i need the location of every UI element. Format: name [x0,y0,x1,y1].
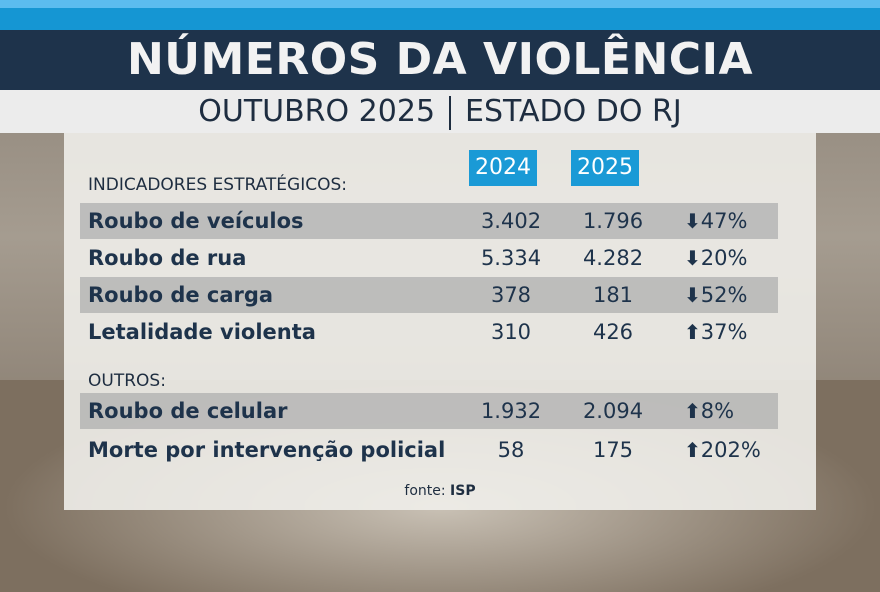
arrow-up-icon: ⬆ [684,438,701,462]
top-stripe [0,0,880,8]
section-label: OUTROS: [88,371,166,391]
change: ⬇47% [684,209,748,233]
section-label: INDICADORES ESTRATÉGICOS: [88,175,347,195]
column-header-2024: 2024 [469,150,537,186]
value-2025: 1.796 [582,209,644,233]
row-label: Roubo de veículos [88,209,304,233]
row-label: Roubo de rua [88,246,247,270]
page-title: NÚMEROS DA VIOLÊNCIA [0,30,880,90]
row-label: Morte por intervenção policial [88,438,446,462]
value-2025: 426 [592,320,634,344]
data-panel: 2024 2025 INDICADORES ESTRATÉGICOS: Roub… [64,133,816,510]
change: ⬆202% [684,438,761,462]
divider [449,95,452,130]
value-2024: 1.932 [480,399,542,423]
arrow-up-icon: ⬆ [684,320,701,344]
row-label: Roubo de celular [88,399,288,423]
arrow-down-icon: ⬇ [684,209,701,233]
arrow-up-icon: ⬆ [684,399,701,423]
value-2025: 181 [592,283,634,307]
table-row: Roubo de celular 1.932 2.094 ⬆8% [80,393,778,429]
value-2025: 4.282 [582,246,644,270]
change: ⬆8% [684,399,735,423]
row-label: Roubo de carga [88,283,274,307]
source-note: fonte: ISP [404,483,476,499]
subtitle: OUTUBRO 2025 ESTADO DO RJ [0,90,880,133]
table-row: Roubo de veículos 3.402 1.796 ⬇47% [80,203,778,239]
table-row: Roubo de carga 378 181 ⬇52% [80,277,778,313]
value-2024: 5.334 [480,246,542,270]
change: ⬆37% [684,320,748,344]
table-row: Morte por intervenção policial 58 175 ⬆2… [80,432,778,468]
table-row: Letalidade violenta 310 426 ⬆37% [80,314,778,350]
value-2024: 310 [490,320,532,344]
change: ⬇52% [684,283,748,307]
value-2024: 378 [490,283,532,307]
change: ⬇20% [684,246,748,270]
value-2024: 3.402 [480,209,542,233]
value-2025: 2.094 [582,399,644,423]
row-label: Letalidade violenta [88,320,316,344]
value-2025: 175 [592,438,634,462]
top-band [0,8,880,30]
arrow-down-icon: ⬇ [684,283,701,307]
table-row: Roubo de rua 5.334 4.282 ⬇20% [80,240,778,276]
subtitle-date: OUTUBRO 2025 [198,94,436,129]
subtitle-region: ESTADO DO RJ [465,94,682,129]
arrow-down-icon: ⬇ [684,246,701,270]
value-2024: 58 [497,438,525,462]
column-header-2025: 2025 [571,150,639,186]
